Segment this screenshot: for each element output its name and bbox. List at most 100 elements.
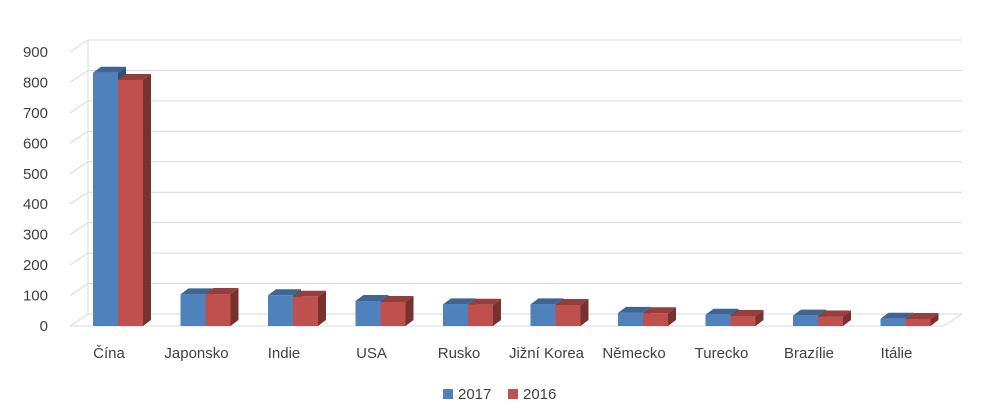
bar-front [205, 294, 231, 326]
bar-front [618, 312, 643, 326]
bar-front [818, 316, 843, 326]
category-label: Itálie [881, 345, 913, 362]
y-tick-label: 200 [23, 257, 48, 274]
bar-front [643, 313, 668, 326]
bar-front [705, 314, 731, 326]
bars [93, 66, 939, 327]
y-tick-label: 800 [23, 74, 48, 91]
bar-top [618, 306, 651, 313]
bar-front [880, 318, 906, 326]
bar-front [530, 304, 556, 326]
bar-2016-1 [205, 288, 239, 326]
bar-front [380, 301, 406, 326]
bar-top [705, 308, 739, 315]
gridline-slant [69, 70, 89, 83]
category-label: Čína [93, 345, 125, 362]
gridline-slant [69, 283, 89, 296]
bar-side [318, 290, 326, 326]
bar-top [818, 310, 851, 317]
y-tick-label: 400 [23, 196, 48, 213]
bar-side [755, 309, 764, 326]
gridline-slant [69, 191, 89, 205]
bar-2016-0 [118, 74, 151, 327]
category-label: USA [356, 345, 387, 362]
legend-label: 2016 [523, 386, 556, 403]
legend: 2017 2016 [443, 386, 556, 403]
bar-2016-5 [555, 298, 589, 326]
bar-front [293, 296, 318, 326]
bar-front [180, 294, 206, 326]
bar-side [580, 298, 589, 326]
bar-2016-8 [818, 310, 851, 326]
y-tick-label: 300 [23, 227, 48, 244]
bar-top [180, 288, 214, 295]
bar-top [643, 307, 676, 314]
category-labels: Čína Japonsko Indie USA Rusko Jižní Korea Něme… [93, 345, 912, 362]
bar-top [555, 298, 589, 305]
gridline-slant [69, 39, 89, 53]
bar-front [730, 315, 756, 326]
bar-top [880, 312, 914, 319]
bar-top [468, 298, 501, 305]
grid-lines [69, 39, 963, 327]
y-tick-label: 500 [23, 166, 48, 183]
gridline-slant [69, 252, 89, 266]
floor-edge-right [943, 313, 963, 327]
gridline-slant [69, 313, 89, 327]
bar-top [730, 309, 764, 316]
legend-swatch [508, 389, 518, 399]
y-axis-ticks: 0 100 200 300 400 500 600 700 800 900 [23, 44, 48, 335]
bar-2016-4 [468, 298, 501, 326]
category-label: Jižní Korea [509, 345, 585, 362]
bar-side [668, 307, 676, 326]
bar-top [293, 290, 326, 297]
gridline-slant [69, 130, 89, 144]
bar-top [530, 298, 564, 305]
bar-front [93, 72, 118, 326]
bar-side [405, 295, 414, 326]
bar-top [205, 288, 239, 295]
bar-front [468, 304, 493, 326]
category-label: Německo [602, 345, 665, 362]
bar-side [493, 298, 501, 326]
y-tick-label: 0 [40, 318, 48, 335]
bar-2016-2 [293, 290, 326, 326]
y-tick-label: 600 [23, 135, 48, 152]
bar-front [268, 295, 293, 326]
bar-top [905, 312, 939, 319]
bar-side [143, 74, 151, 327]
bar-top [355, 295, 389, 302]
bar-top [443, 298, 476, 305]
bar-top [118, 74, 151, 81]
bar-2016-6 [643, 307, 676, 326]
legend-label: 2017 [458, 386, 491, 403]
gridline-slant [69, 222, 89, 236]
y-tick-label: 100 [23, 288, 48, 305]
gridline-slant [69, 161, 89, 175]
bar-side [843, 310, 851, 326]
y-tick-label: 700 [23, 105, 48, 122]
legend-swatch [443, 389, 453, 399]
bar-front [793, 315, 818, 326]
bar-front [443, 304, 468, 326]
bar-front [905, 318, 931, 326]
gridline-slant [69, 100, 89, 114]
bar-top [268, 289, 301, 296]
category-label: Brazílie [784, 345, 834, 362]
bar-front [555, 304, 581, 326]
y-tick-label: 900 [23, 44, 48, 61]
bar-side [230, 288, 239, 326]
bar-2016-3 [380, 295, 414, 326]
bar-front [118, 80, 143, 327]
bar-side [930, 312, 939, 326]
category-label: Rusko [438, 345, 481, 362]
bar-2016-7 [730, 309, 764, 326]
category-label: Turecko [695, 345, 749, 362]
bar-top [380, 295, 414, 302]
category-label: Japonsko [164, 345, 228, 362]
bar-front [355, 301, 381, 326]
bar-top [93, 66, 126, 73]
bar-top [793, 309, 826, 316]
category-label: Indie [268, 345, 301, 362]
